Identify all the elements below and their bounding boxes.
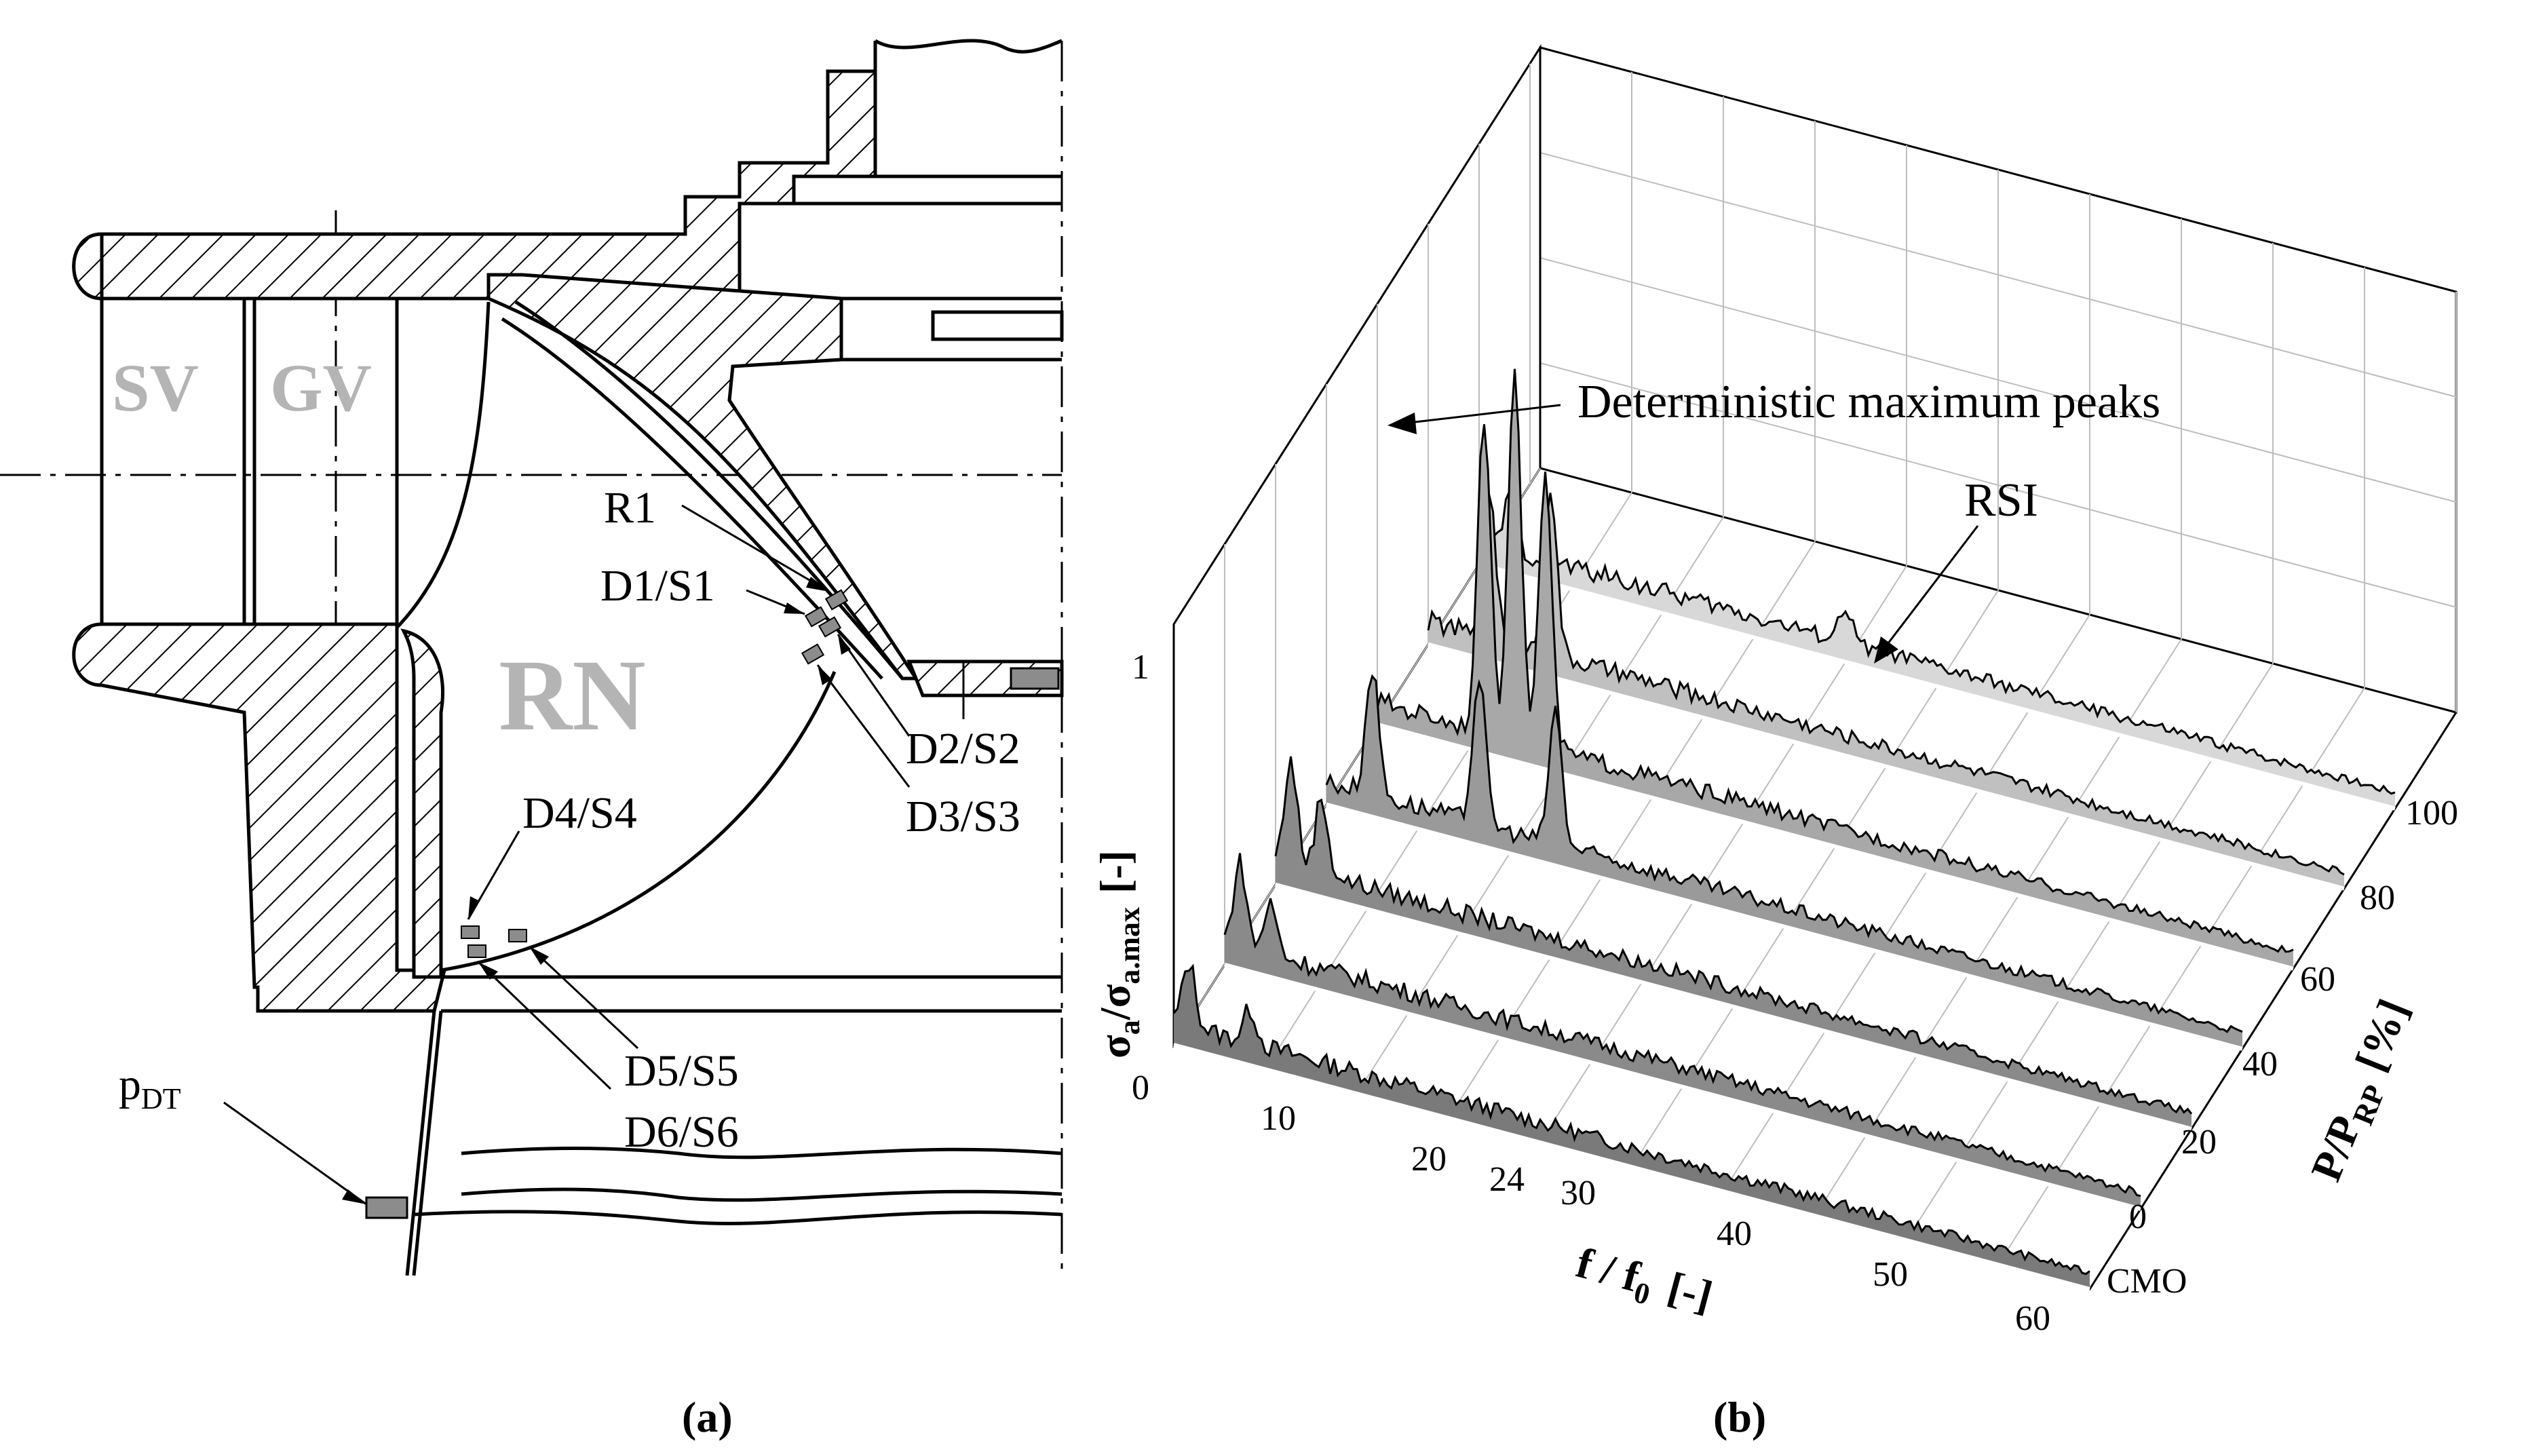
spectrum-baseline <box>1275 882 2192 1131</box>
y-tick-40: 40 <box>2242 1045 2278 1084</box>
spectrum-area-80 <box>1428 493 2344 889</box>
x-tick-20: 20 <box>1411 1140 1447 1179</box>
label-d2: D2/S2 <box>906 724 1020 773</box>
spectrum-area-CMO <box>1174 966 2090 1289</box>
spectrum-baseline <box>1428 642 2345 891</box>
y-tick-20: 20 <box>2181 1123 2217 1162</box>
panel-b-chart: Deterministic maximum peaks RSI 0 1 σa/σ… <box>1091 43 2458 1441</box>
sensor-r1 <box>824 589 849 611</box>
label-r1: R1 <box>604 483 656 533</box>
spectrum-baseline <box>1478 562 2396 811</box>
grid-line <box>1539 257 2457 503</box>
spectrum-line-100 <box>1478 488 2396 795</box>
grid-line <box>1539 152 2457 398</box>
spectrum-line-CMO <box>1172 963 2090 1276</box>
spectrum-area-100 <box>1479 491 2395 809</box>
sensor-d5 <box>508 929 527 942</box>
panel-a-drawing: SV GV RN R1 D1/S1 D2/S2 D3/S3 D4/S4 D5/S… <box>0 39 1064 1441</box>
sensor-d1 <box>804 606 828 628</box>
runner-band <box>400 628 445 979</box>
z-axis-label: σa/σa.max[-] <box>1091 850 1146 1058</box>
y-tick-100: 100 <box>2405 794 2458 832</box>
x-tick-10: 10 <box>1261 1099 1296 1138</box>
spectrum-line-80 <box>1427 491 2345 876</box>
x-tick-40: 40 <box>1717 1214 1752 1253</box>
spectrum-line-40 <box>1325 674 2243 1033</box>
label-rn: RN <box>499 639 646 752</box>
z-tick-0: 0 <box>1132 1069 1149 1107</box>
x-tick-24: 24 <box>1489 1160 1525 1199</box>
y-tick-cmo: CMO <box>2107 1262 2187 1301</box>
spectrum-baseline <box>1173 1043 2090 1291</box>
label-d1: D1/S1 <box>600 561 715 611</box>
caption-a: (a) <box>682 1393 733 1441</box>
spectrum-line-0 <box>1223 853 2141 1198</box>
sensor-d4 <box>461 925 480 939</box>
y-axis-label: P/PRP[%] <box>2301 993 2424 1190</box>
lower-ring <box>72 622 447 1013</box>
upper-cover <box>72 69 877 301</box>
spectrum-baseline <box>1377 722 2294 971</box>
annotation-rsi: RSI <box>1964 474 2038 526</box>
label-sv: SV <box>112 350 199 425</box>
x-axis-label: f / f0 [-] <box>1570 1238 1717 1327</box>
sensor-d3 <box>801 643 825 665</box>
x-tick-30: 30 <box>1561 1174 1596 1212</box>
caption-b: (b) <box>1713 1393 1766 1441</box>
spectrum-baseline <box>1224 963 2141 1211</box>
upper-ring <box>72 232 104 301</box>
label-gv: GV <box>270 350 372 425</box>
label-d4: D4/S4 <box>522 788 637 838</box>
label-d5: D5/S5 <box>624 1046 739 1096</box>
label-d3: D3/S3 <box>906 792 1020 841</box>
spectrum-baseline <box>1326 802 2243 1051</box>
y-tick-60: 60 <box>2300 960 2335 999</box>
spectrum-area-0 <box>1225 853 2141 1209</box>
x-tick-60: 60 <box>2015 1299 2050 1338</box>
sensor-d2 <box>818 616 842 638</box>
spectrum-line-20 <box>1274 756 2193 1115</box>
x-tick-50: 50 <box>1873 1255 1908 1294</box>
y-tick-80: 80 <box>2360 879 2395 917</box>
z-tick-1: 1 <box>1132 648 1149 687</box>
annotation-peaks: Deterministic maximum peaks <box>1577 376 2160 428</box>
sensor-d6 <box>467 944 486 958</box>
spectrum-line-60 <box>1376 368 2294 953</box>
y-tick-0: 0 <box>2129 1198 2147 1236</box>
chart-spectra <box>1172 368 2396 1291</box>
spectrum-area-40 <box>1326 676 2242 1049</box>
label-pdt: pDT <box>119 1060 181 1115</box>
sensor-pdt <box>365 1196 408 1219</box>
grid-line <box>1539 362 2457 608</box>
label-d6: D6/S6 <box>624 1107 739 1157</box>
